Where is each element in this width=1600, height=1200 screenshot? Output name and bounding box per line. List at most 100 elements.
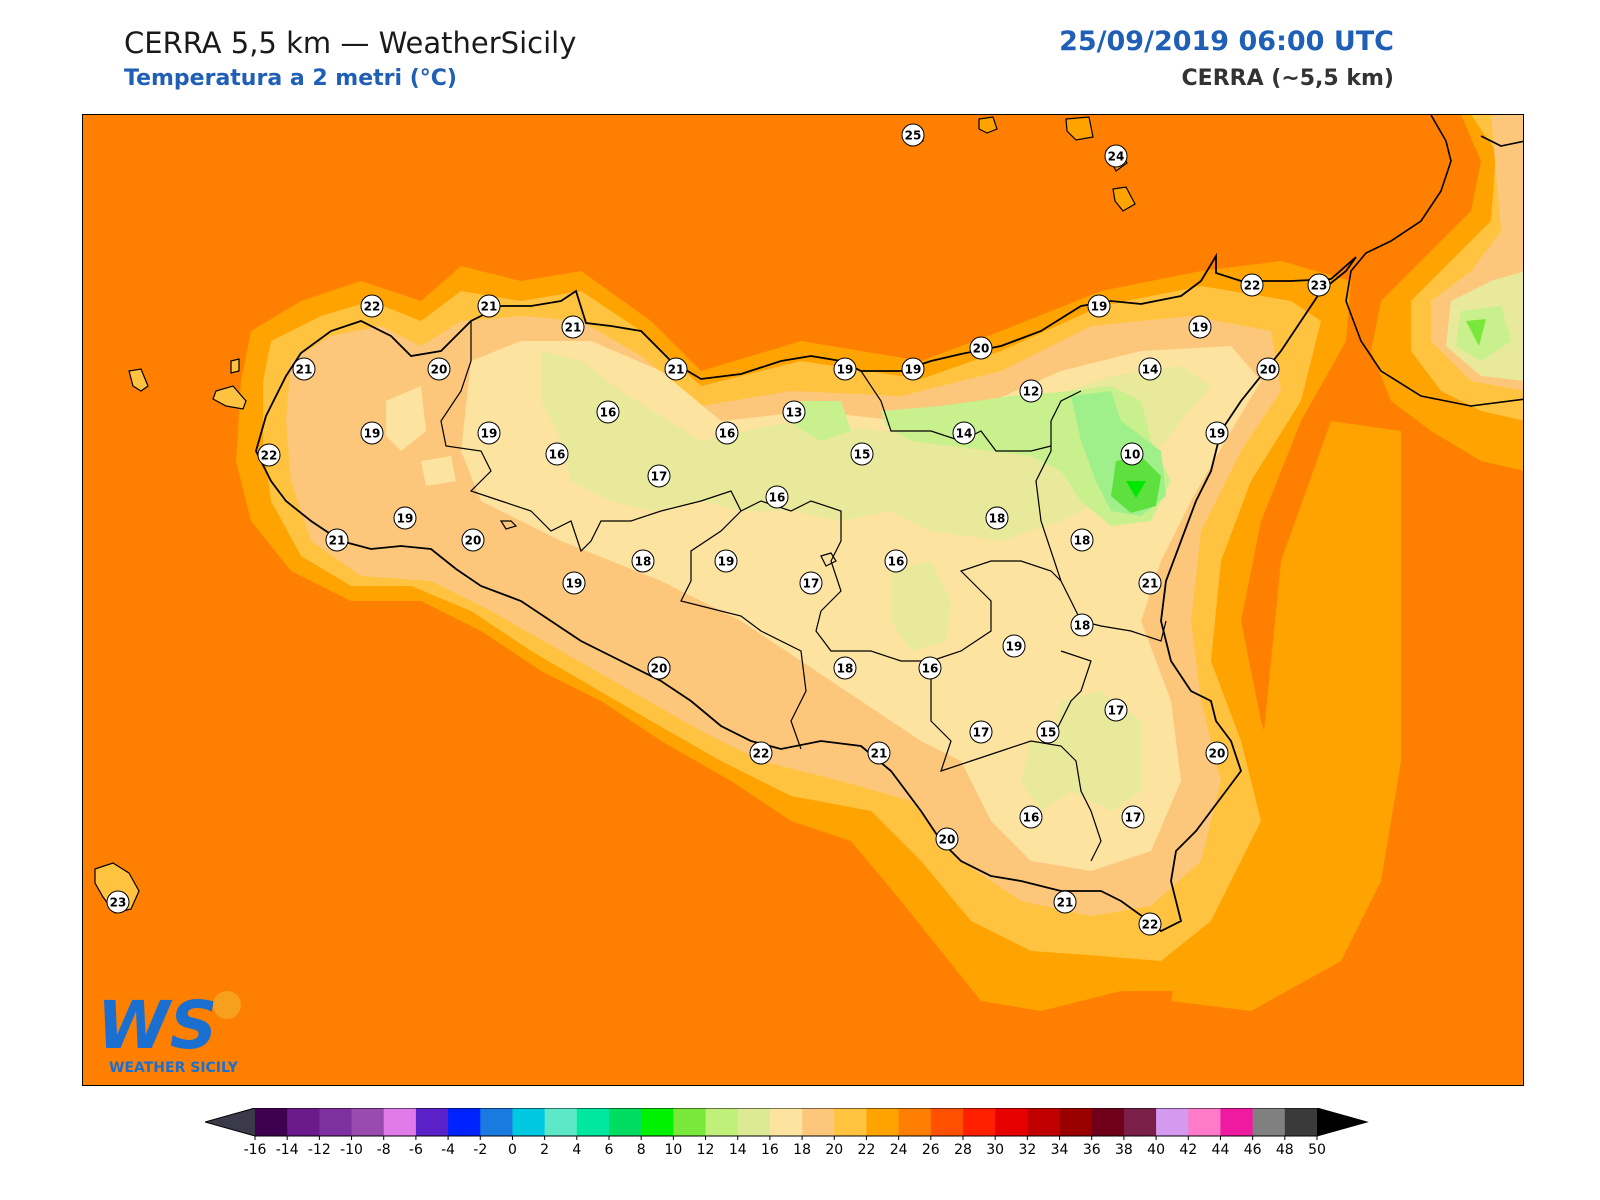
station-value: 19 (1209, 427, 1226, 441)
sicily-land-16 (541, 351, 1211, 541)
station-marker[interactable]: 19 (901, 357, 925, 381)
colorbar-tick-label: 12 (697, 1142, 715, 1158)
colorbar-tick-label: -14 (276, 1142, 299, 1158)
colorbar-segment (769, 1108, 803, 1136)
colorbar-tick-label: 38 (1115, 1142, 1133, 1158)
station-marker[interactable]: 21 (325, 528, 349, 552)
station-value: 13 (786, 406, 803, 420)
station-marker[interactable]: 17 (1104, 698, 1128, 722)
station-marker[interactable]: 16 (918, 656, 942, 680)
station-marker[interactable]: 19 (1205, 421, 1229, 445)
station-circle (782, 400, 806, 424)
station-marker[interactable]: 16 (884, 549, 908, 573)
temperature-map[interactable]: 25 24 22 21 21 21 20 22 19 19 21 19 20 16 16 21 17 16 13 19… (82, 114, 1524, 1086)
station-marker[interactable]: 22 (749, 741, 773, 765)
station-value: 25 (905, 129, 922, 143)
station-marker[interactable]: 21 (1138, 571, 1162, 595)
station-marker[interactable]: 17 (1121, 805, 1145, 829)
station-marker[interactable]: 16 (765, 485, 789, 509)
station-marker[interactable]: 19 (477, 421, 501, 445)
station-marker[interactable]: 15 (1036, 720, 1060, 744)
station-marker[interactable]: 16 (596, 400, 620, 424)
station-value: 22 (364, 300, 381, 314)
station-marker[interactable]: 22 (1240, 273, 1264, 297)
variable-subtitle: Temperatura a 2 metri (°C) (124, 66, 457, 91)
station-marker[interactable]: 18 (631, 549, 655, 573)
colorbar-segment (544, 1108, 578, 1136)
station-marker[interactable]: 16 (1019, 805, 1043, 829)
station-marker[interactable]: 21 (292, 357, 316, 381)
colorbar-tick-label: 34 (1051, 1142, 1069, 1158)
station-marker[interactable]: 25 (901, 123, 925, 147)
station-circle (360, 421, 384, 445)
station-marker[interactable]: 19 (562, 571, 586, 595)
station-circle (596, 400, 620, 424)
colorbar-tick-label: 44 (1212, 1142, 1230, 1158)
station-marker[interactable]: 21 (477, 294, 501, 318)
colorbar-tick-label: 10 (664, 1142, 682, 1158)
station-marker[interactable]: 19 (1188, 315, 1212, 339)
station-marker[interactable]: 20 (427, 357, 451, 381)
station-circle (833, 656, 857, 680)
station-marker[interactable]: 13 (782, 400, 806, 424)
station-circle (1256, 357, 1280, 381)
station-marker[interactable]: 20 (461, 528, 485, 552)
station-marker[interactable]: 21 (867, 741, 891, 765)
station-marker[interactable]: 22 (360, 294, 384, 318)
station-marker[interactable]: 20 (1205, 741, 1229, 765)
station-marker[interactable]: 10 (1120, 442, 1144, 466)
station-marker[interactable]: 20 (1256, 357, 1280, 381)
station-marker[interactable]: 18 (1070, 528, 1094, 552)
station-marker[interactable]: 21 (1053, 890, 1077, 914)
station-marker[interactable]: 21 (664, 357, 688, 381)
station-value: 20 (431, 363, 448, 377)
station-marker[interactable]: 24 (1104, 144, 1128, 168)
station-marker[interactable]: 20 (969, 336, 993, 360)
station-marker[interactable]: 23 (1307, 273, 1331, 297)
colorbar-segment (512, 1108, 546, 1136)
south-16 (1021, 741, 1071, 811)
station-circle (545, 442, 569, 466)
station-marker[interactable]: 19 (393, 506, 417, 530)
station-marker[interactable]: 19 (833, 357, 857, 381)
station-circle (799, 571, 823, 595)
station-marker[interactable]: 12 (1019, 379, 1043, 403)
station-marker[interactable]: 15 (850, 442, 874, 466)
station-marker[interactable]: 22 (257, 443, 281, 467)
station-marker[interactable]: 17 (799, 571, 823, 595)
station-circle (1205, 421, 1229, 445)
station-marker[interactable]: 22 (1138, 912, 1162, 936)
station-circle (1307, 273, 1331, 297)
station-marker[interactable]: 19 (1087, 294, 1111, 318)
station-marker[interactable]: 14 (1138, 357, 1162, 381)
weathersicily-logo: WS WEATHER SICILY (97, 980, 267, 1080)
colorbar-segment (1059, 1108, 1093, 1136)
station-marker[interactable]: 18 (833, 656, 857, 680)
station-value: 19 (1192, 321, 1209, 335)
station-marker[interactable]: 16 (715, 421, 739, 445)
station-marker[interactable]: 17 (647, 464, 671, 488)
station-marker[interactable]: 14 (952, 421, 976, 445)
station-marker[interactable]: 21 (561, 315, 585, 339)
station-marker[interactable]: 23 (106, 890, 130, 914)
central-16 (891, 561, 951, 651)
station-marker[interactable]: 18 (985, 506, 1009, 530)
island-aeolian-1 (978, 116, 998, 134)
station-marker[interactable]: 16 (545, 442, 569, 466)
station-circle (1188, 315, 1212, 339)
station-circle (901, 357, 925, 381)
station-marker[interactable]: 19 (714, 549, 738, 573)
colorbar-tick-label: 22 (858, 1142, 876, 1158)
station-value: 17 (651, 470, 668, 484)
colorbar-tick-label: -16 (244, 1142, 267, 1158)
station-marker[interactable]: 20 (647, 656, 671, 680)
station-marker[interactable]: 19 (1002, 634, 1026, 658)
station-value: 21 (871, 747, 888, 761)
station-marker[interactable]: 17 (969, 720, 993, 744)
colorbar-tick-label: 8 (637, 1142, 646, 1158)
station-marker[interactable]: 20 (935, 827, 959, 851)
colorbar-tick-label: -4 (441, 1142, 455, 1158)
station-marker[interactable]: 18 (1070, 613, 1094, 637)
station-marker[interactable]: 19 (360, 421, 384, 445)
station-circle (292, 357, 316, 381)
